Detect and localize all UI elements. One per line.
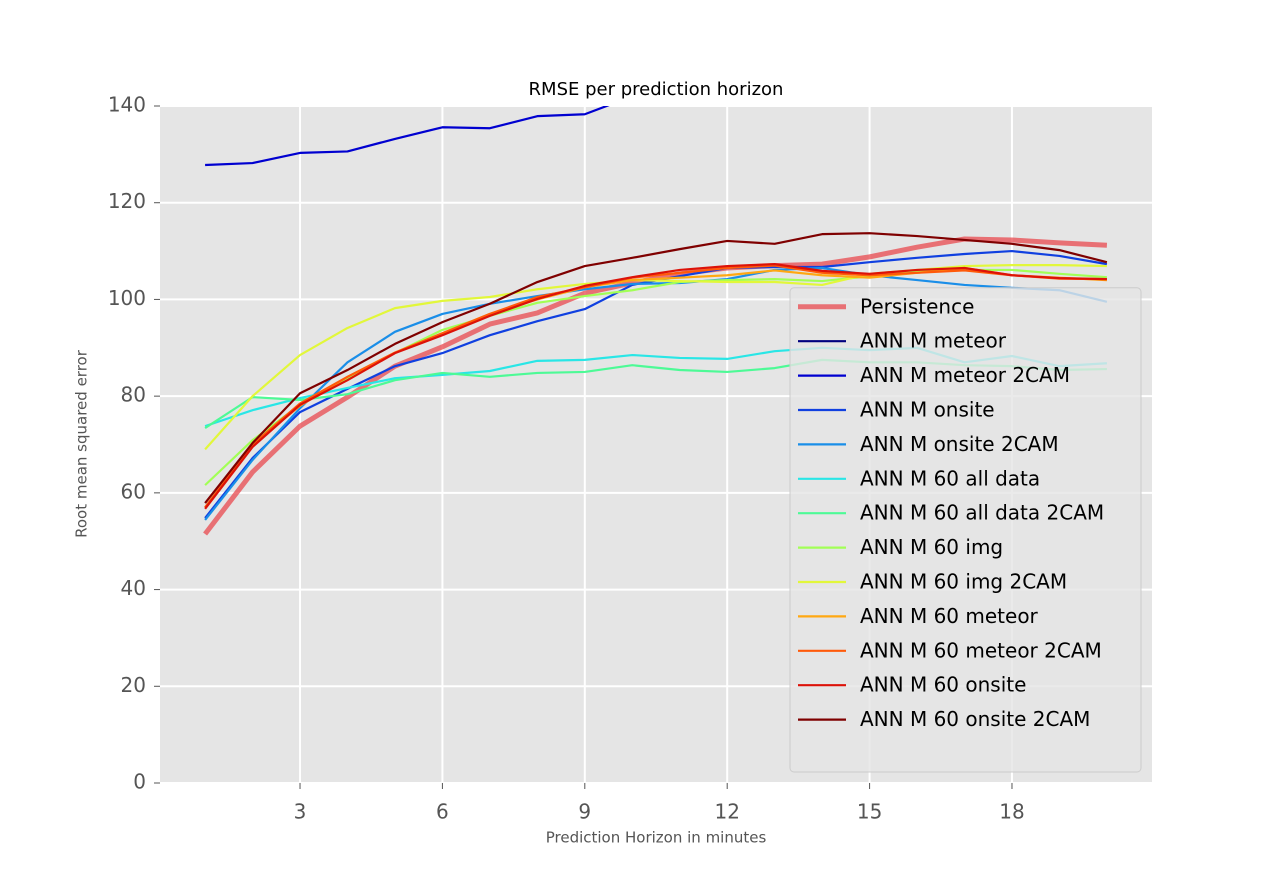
legend-label: Persistence [860, 294, 974, 318]
legend-label: ANN M meteor 2CAM [860, 363, 1070, 387]
y-tick-label: 60 [121, 479, 146, 503]
series-line [205, 106, 610, 167]
x-tick-label: 6 [436, 800, 449, 824]
y-axis-label: Root mean squared error [73, 349, 91, 538]
legend-label: ANN M meteor [860, 329, 1007, 353]
legend-label: ANN M 60 onsite [860, 673, 1026, 697]
legend-label: ANN M 60 onsite 2CAM [860, 707, 1090, 731]
legend-label: ANN M 60 meteor 2CAM [860, 638, 1102, 662]
x-tick-label: 18 [999, 800, 1024, 824]
legend-label: ANN M 60 img [860, 535, 1003, 559]
x-tick-label: 12 [714, 800, 739, 824]
x-axis-label: Prediction Horizon in minutes [546, 829, 767, 847]
y-tick-label: 140 [108, 93, 146, 117]
legend-box [789, 287, 1142, 773]
legend-label: ANN M 60 all data [860, 466, 1040, 490]
legend-label: ANN M 60 meteor [860, 604, 1039, 628]
x-tick-label: 9 [578, 800, 591, 824]
chart-title: RMSE per prediction horizon [529, 79, 784, 100]
y-tick-label: 120 [108, 189, 146, 213]
y-tick-label: 20 [121, 673, 146, 697]
legend-label: ANN M 60 img 2CAM [860, 570, 1067, 594]
y-tick-label: 40 [121, 576, 146, 600]
series-line [204, 266, 1108, 521]
legend-label: ANN M 60 all data 2CAM [860, 501, 1104, 525]
series-line [204, 263, 1107, 510]
x-tick-label: 15 [857, 800, 882, 824]
legend-label: ANN M onsite [860, 398, 995, 422]
x-tick-label: 3 [294, 800, 307, 824]
legend-label: ANN M onsite 2CAM [860, 432, 1059, 456]
y-tick-label: 0 [133, 770, 146, 794]
series-line [204, 264, 1107, 451]
y-tick-label: 100 [108, 286, 146, 310]
series-line [204, 264, 1107, 509]
series-line [204, 232, 1108, 504]
y-tick-label: 80 [121, 383, 146, 407]
